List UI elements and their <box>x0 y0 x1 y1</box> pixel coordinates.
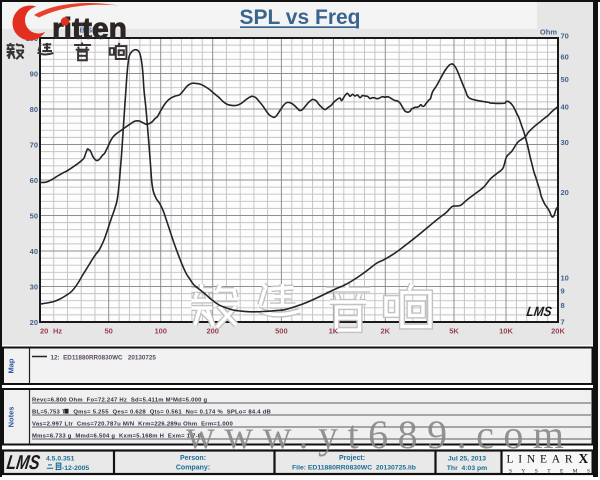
svg-text:30: 30 <box>30 282 38 291</box>
svg-text:ritten: ritten <box>52 13 127 46</box>
svg-text:Ohm: Ohm <box>540 28 557 37</box>
svg-text:-12-2005: -12-2005 <box>62 465 89 472</box>
svg-text:File: ED11880RR0830WC 2013072: File: ED11880RR0830WC 20130725.lib <box>292 465 416 472</box>
svg-text:10K: 10K <box>499 327 513 336</box>
svg-text:70: 70 <box>561 32 569 41</box>
svg-text:8: 8 <box>561 301 565 310</box>
svg-text:50: 50 <box>30 211 38 220</box>
svg-text:20: 20 <box>40 327 48 336</box>
svg-text:Thr 4:03 pm: Thr 4:03 pm <box>447 465 487 472</box>
svg-text:Map: Map <box>7 358 16 373</box>
svg-text:www.yt689.com: www.yt689.com <box>186 412 564 457</box>
svg-text:Hz: Hz <box>53 327 62 336</box>
svg-text:Revc=6.800 Ohm Fo=72.247 Hz: Revc=6.800 Ohm Fo=72.247 Hz Sd=5.411m M²… <box>32 397 208 404</box>
svg-text:100: 100 <box>154 327 167 336</box>
svg-text:40: 40 <box>561 103 569 112</box>
svg-text:20K: 20K <box>551 327 565 336</box>
svg-text:X: X <box>579 451 589 466</box>
svg-text:7: 7 <box>561 318 565 327</box>
svg-text:SPL vs Freq: SPL vs Freq <box>240 6 361 29</box>
svg-text:Company:: Company: <box>176 465 210 472</box>
svg-text:1K: 1K <box>329 327 339 336</box>
svg-text:30: 30 <box>561 138 569 147</box>
svg-text:LMS: LMS <box>526 304 553 319</box>
svg-text:90: 90 <box>30 69 38 78</box>
svg-text:Jul 25, 2013: Jul 25, 2013 <box>448 456 486 463</box>
svg-text:60: 60 <box>561 53 569 62</box>
svg-text:10: 10 <box>561 274 569 283</box>
svg-text:20: 20 <box>30 318 38 327</box>
svg-text:2K: 2K <box>381 327 391 336</box>
svg-text:500: 500 <box>275 327 288 336</box>
svg-text:50: 50 <box>105 327 113 336</box>
svg-text:40: 40 <box>30 247 38 256</box>
svg-text:80: 80 <box>30 105 38 114</box>
svg-text:BL=5.753 T Qms= 5.255 Qes=: BL=5.753 T Qms= 5.255 Qes= 0.628 Qts= 0.… <box>32 410 271 416</box>
svg-text:Mms=6.733 g Mmd=6.504 g Kxm=: Mms=6.733 g Mmd=6.504 g Kxm=5.168m H Exm… <box>32 434 202 440</box>
svg-text:70: 70 <box>30 140 38 149</box>
svg-text:12: ED11880RR0830WC 2013072: 12: ED11880RR0830WC 20130725 <box>51 355 157 362</box>
svg-text:SYSTEMS: SYSTEMS <box>509 469 590 475</box>
svg-text:dB SPL: dB SPL <box>75 26 102 35</box>
svg-text:200: 200 <box>206 327 219 336</box>
svg-text:Vas=2.997 Ltr Cms=720.787u M/: Vas=2.997 Ltr Cms=720.787u M/N Krm=226.2… <box>32 422 233 428</box>
svg-text:9: 9 <box>561 287 565 296</box>
svg-text:LMS: LMS <box>5 452 42 474</box>
svg-text:4.5.0.351: 4.5.0.351 <box>46 456 75 463</box>
svg-text:Project:: Project: <box>339 455 365 462</box>
svg-text:50: 50 <box>561 75 569 84</box>
svg-text:Person:: Person: <box>180 455 206 462</box>
svg-text:Notes: Notes <box>7 407 16 428</box>
svg-text:20: 20 <box>561 188 569 197</box>
svg-text:60: 60 <box>30 176 38 185</box>
svg-text:5K: 5K <box>449 327 459 336</box>
